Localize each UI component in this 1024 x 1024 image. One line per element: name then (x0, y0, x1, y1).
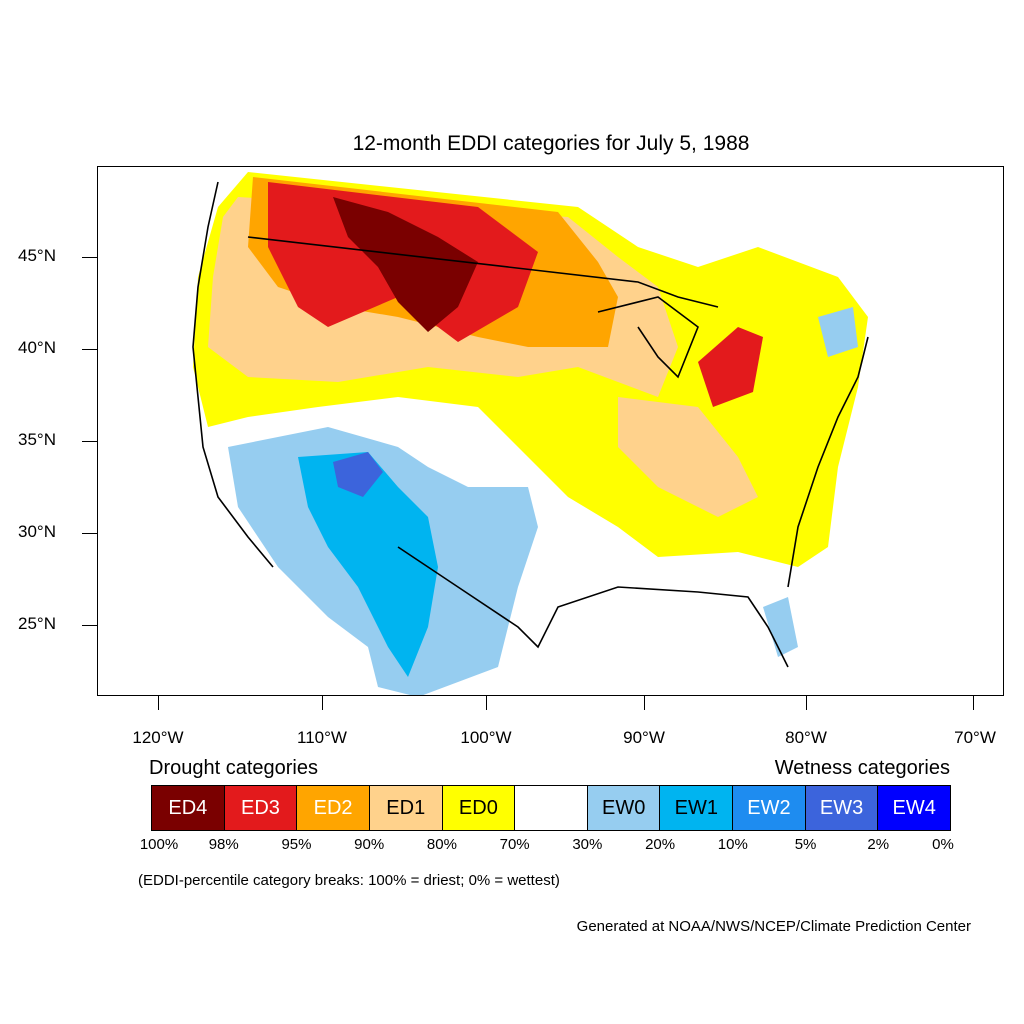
legend-box-ed1: ED1 (369, 786, 443, 830)
lat-tick (82, 625, 97, 626)
drought-categories-heading: Drought categories (149, 757, 318, 779)
us-canada-border-line (247, 236, 719, 308)
gulf-coast-line (397, 546, 789, 668)
legend-box-ed4: ED4 (152, 786, 225, 830)
ed4-region (333, 197, 478, 332)
percentile-label: 98% (208, 836, 239, 853)
legend-box-ew1: EW1 (660, 786, 734, 830)
wetness-categories-heading: Wetness categories (774, 757, 950, 779)
credit-line: Generated at NOAA/NWS/NCEP/Climate Predi… (576, 918, 971, 935)
west-coast-line (192, 181, 274, 568)
lat-tick (82, 441, 97, 442)
category-legend: ED4 ED3 ED2 ED1 ED0 EW0 EW1 EW2 EW3 EW4 (151, 785, 951, 831)
ew0-maine-region (818, 307, 858, 357)
drought-shading (193, 172, 868, 567)
lon-label-70: 70°W (954, 728, 996, 747)
percentile-label: 30% (572, 836, 603, 853)
percentile-label: 100% (139, 836, 179, 853)
lat-tick (82, 257, 97, 258)
lon-label-100: 100°W (460, 728, 512, 747)
lon-label-80: 80°W (785, 728, 827, 747)
ew1-region (298, 452, 438, 677)
lat-label-25: 25°N (18, 614, 56, 633)
percentile-label: 2% (867, 836, 890, 853)
legend-box-ew4: EW4 (878, 786, 951, 830)
lon-tick (644, 696, 645, 710)
legend-box-neutral (515, 786, 588, 830)
lat-label-45: 45°N (18, 246, 56, 265)
legend-box-ed3: ED3 (224, 786, 298, 830)
wetness-shading (228, 307, 858, 695)
lon-tick (806, 696, 807, 710)
lon-tick (322, 696, 323, 710)
percentile-label: 70% (499, 836, 530, 853)
percentile-label: 90% (354, 836, 385, 853)
legend-box-ew2: EW2 (733, 786, 806, 830)
percentile-label: 10% (717, 836, 748, 853)
lat-tick (82, 349, 97, 350)
ed3-ohio-region (698, 327, 763, 407)
legend-box-ew3: EW3 (805, 786, 879, 830)
great-lakes-line (597, 296, 699, 379)
lat-label-30: 30°N (18, 522, 56, 541)
percentile-label: 80% (426, 836, 457, 853)
ed1-east-region (618, 397, 758, 517)
ew0-florida-region (763, 597, 798, 657)
lon-label-110: 110°W (297, 728, 347, 747)
lat-tick (82, 533, 97, 534)
ew3-region (333, 452, 383, 497)
percentile-label: 0% (932, 836, 954, 853)
lon-tick (973, 696, 974, 710)
category-breaks-note: (EDDI-percentile category breaks: 100% =… (138, 872, 560, 889)
map-canvas (192, 172, 869, 695)
eddi-map (97, 166, 1004, 696)
percentile-label: 5% (794, 836, 817, 853)
lon-label-120: 120°W (132, 728, 184, 747)
lon-tick (158, 696, 159, 710)
percentile-label: 20% (645, 836, 676, 853)
map-title: 12-month EDDI categories for July 5, 198… (352, 132, 750, 155)
legend-box-ed2: ED2 (297, 786, 370, 830)
lon-tick (486, 696, 487, 710)
coastline-outlines (192, 181, 869, 668)
lat-label-35: 35°N (18, 430, 56, 449)
lon-label-90: 90°W (623, 728, 665, 747)
legend-box-ed0: ED0 (442, 786, 516, 830)
lat-label-40: 40°N (18, 338, 56, 357)
east-coast-line (787, 336, 869, 588)
legend-box-ew0: EW0 (587, 786, 661, 830)
percentile-label: 95% (281, 836, 312, 853)
